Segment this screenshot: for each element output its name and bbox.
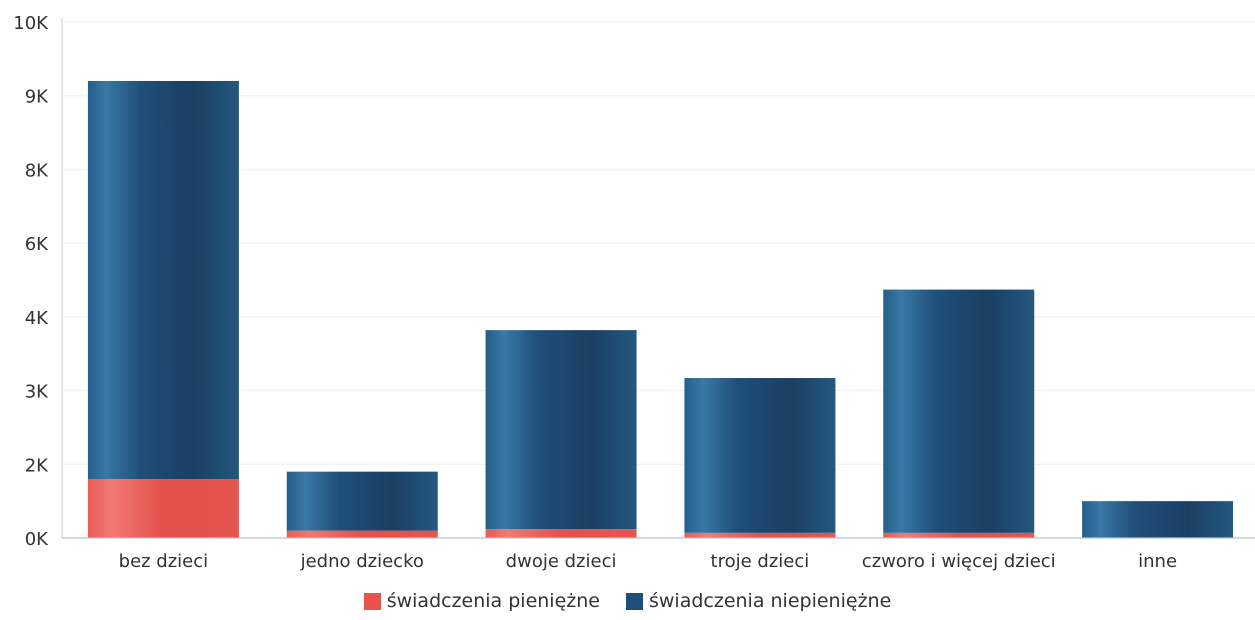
y-tick-label: 8K <box>25 160 49 181</box>
bar-noncash[interactable] <box>883 289 1035 533</box>
y-tick-label: 2K <box>25 455 49 476</box>
bar-noncash[interactable] <box>485 330 637 530</box>
y-tick-label: 10K <box>13 13 49 34</box>
bars <box>87 80 1234 538</box>
bar-noncash[interactable] <box>87 80 239 480</box>
legend-item-cash[interactable]: świadczenia pieniężne <box>363 590 600 612</box>
y-tick-label: 3K <box>25 382 49 403</box>
legend-label-cash: świadczenia pieniężne <box>386 590 600 612</box>
legend-swatch-noncash <box>625 592 643 610</box>
bar-noncash[interactable] <box>684 378 836 533</box>
bar-noncash[interactable] <box>286 471 438 531</box>
chart: 0K 2K 3K 4K 6K 8K 9K 10K bez dzieci jedno dzieck… <box>13 13 1255 572</box>
x-tick-label: bez dzieci <box>119 551 209 572</box>
bar-cash[interactable] <box>286 530 438 538</box>
x-tick-label: inne <box>1138 551 1177 572</box>
x-tick-label: jedno dziecko <box>300 551 424 572</box>
y-tick-label: 6K <box>25 234 49 255</box>
bar-cash[interactable] <box>883 532 1035 538</box>
grid-lines <box>62 21 1255 465</box>
legend-item-noncash[interactable]: świadczenia niepieniężne <box>625 590 892 612</box>
y-axis: 0K 2K 3K 4K 6K 8K 9K 10K <box>13 13 63 550</box>
y-tick-label: 9K <box>25 87 49 108</box>
x-tick-label: troje dzieci <box>711 551 810 572</box>
x-axis: bez dzieci jedno dziecko dwoje dzieci troje… <box>62 537 1255 572</box>
bar-cash[interactable] <box>87 479 239 538</box>
x-tick-label: dwoje dzieci <box>506 551 617 572</box>
y-tick-label: 0K <box>25 529 49 550</box>
legend-label-noncash: świadczenia niepieniężne <box>648 590 892 612</box>
legend-swatch-cash <box>363 592 381 610</box>
bar-cash[interactable] <box>684 532 836 538</box>
x-tick-label: czworo i więcej dzieci <box>862 551 1056 572</box>
y-tick-label: 4K <box>25 308 49 329</box>
bar-noncash[interactable] <box>1082 501 1234 538</box>
bar-cash[interactable] <box>485 529 637 538</box>
legend: świadczenia pieniężne świadczenia niepie… <box>0 590 1255 612</box>
